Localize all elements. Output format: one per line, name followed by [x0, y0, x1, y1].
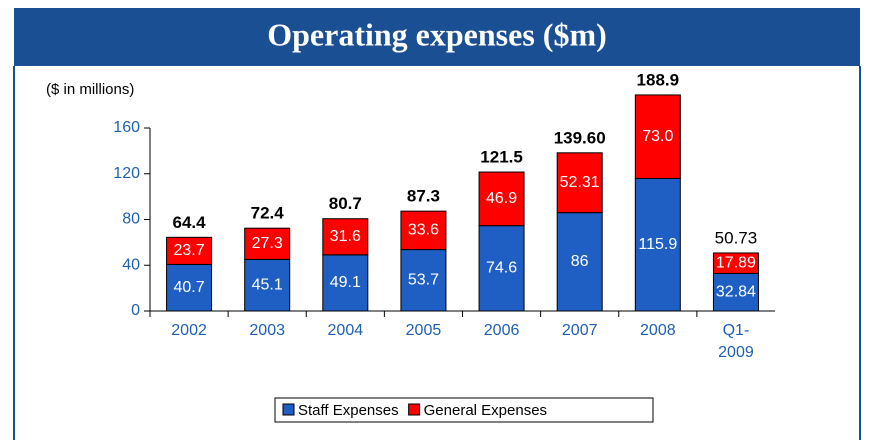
x-tick-label: 2002: [171, 322, 207, 339]
bar-segment: [712, 272, 759, 312]
data-label: 27.3: [252, 235, 283, 252]
data-label: 74.6: [486, 260, 517, 277]
data-label: 86: [571, 253, 589, 270]
total-label: 50.73: [715, 228, 758, 247]
bar-segment: [322, 254, 369, 312]
bar-segment: [712, 252, 759, 274]
data-label: 115.9: [638, 236, 677, 253]
total-label: 72.4: [251, 204, 285, 223]
chart-title: Operating expenses ($m): [267, 16, 607, 52]
bar-segment: [244, 227, 291, 260]
x-tick-label: 2003: [249, 322, 285, 339]
legend-swatch: [282, 403, 295, 416]
bar-segment: [166, 263, 213, 312]
total-label: 139.60: [554, 128, 606, 147]
data-label: 53.7: [408, 272, 439, 289]
legend-swatch: [408, 403, 421, 416]
data-label: 73.0: [642, 128, 673, 145]
x-tick-label: 2006: [484, 322, 520, 339]
bar-segment: [478, 171, 525, 227]
data-label: 45.1: [252, 276, 283, 293]
data-label: 17.89: [716, 254, 756, 271]
data-label: 40.7: [173, 279, 204, 296]
bar-segment: [400, 210, 447, 251]
data-label: 46.9: [486, 190, 517, 207]
data-label: 49.1: [330, 274, 361, 291]
bar-segment: [322, 218, 369, 256]
total-label: 121.5: [480, 148, 523, 167]
x-tick-label: Q1-2009: [718, 322, 754, 361]
y-axis-label: ($ in millions): [46, 81, 134, 98]
data-label: 33.6: [408, 222, 439, 239]
y-tick-label: 80: [122, 211, 140, 228]
data-label: 52.31: [560, 174, 600, 191]
data-label: 23.7: [173, 242, 204, 259]
y-tick-label: 40: [122, 256, 140, 273]
data-label: 31.6: [330, 228, 361, 245]
x-tick-label: 2008: [640, 322, 676, 339]
total-label: 80.7: [329, 194, 362, 213]
title-band: [14, 8, 860, 66]
bar-segment: [400, 249, 447, 312]
y-tick-label: 0: [131, 302, 140, 319]
total-label: 64.4: [173, 213, 207, 232]
legend-label: Staff Expenses: [298, 402, 399, 419]
bar-segment: [634, 94, 681, 179]
total-label: 87.3: [407, 187, 440, 206]
bar-segment: [244, 258, 291, 312]
x-tick-label: 2004: [328, 322, 364, 339]
total-label: 188.9: [637, 70, 680, 89]
y-tick-label: 120: [113, 165, 140, 182]
legend-box: [274, 397, 654, 423]
bar-segment: [634, 177, 681, 312]
x-tick-label: 2005: [406, 322, 442, 339]
legend-label: General Expenses: [424, 402, 547, 419]
y-tick-label: 160: [113, 119, 140, 136]
x-tick-label: 2007: [562, 322, 598, 339]
bar-segment: [556, 152, 603, 214]
data-label: 32.84: [716, 283, 756, 300]
bar-segment: [166, 236, 213, 265]
bar-segment: [478, 225, 525, 312]
